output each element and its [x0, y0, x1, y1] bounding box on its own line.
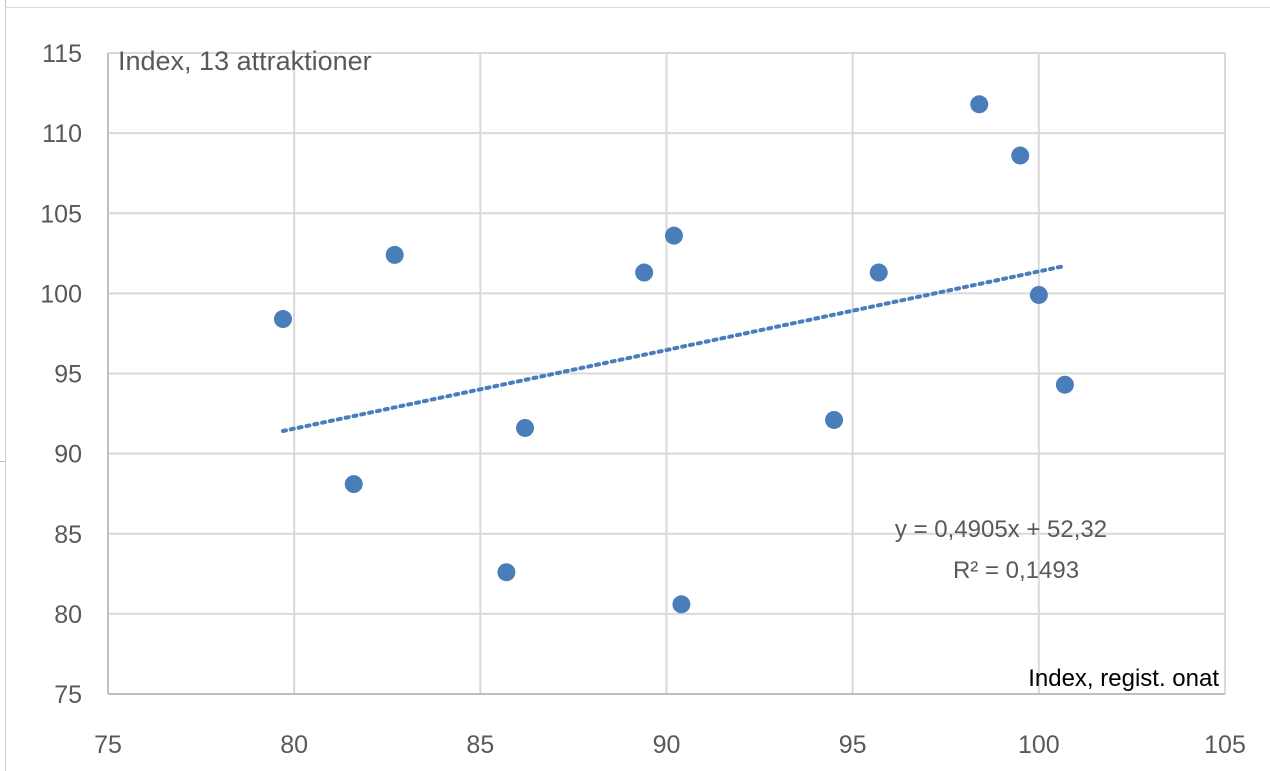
- x-axis-label: Index, regist. onat: [1028, 665, 1219, 692]
- data-point: [273, 310, 292, 329]
- trendline-equation: y = 0,4905x + 52,32: [895, 516, 1107, 543]
- y-tick-label: 110: [42, 120, 82, 148]
- axes: [107, 53, 1225, 695]
- y-tick-label: 105: [40, 200, 82, 228]
- x-tick-label: 95: [839, 731, 867, 759]
- data-point: [1011, 146, 1030, 165]
- chart-area[interactable]: 75 80 85 90 95 100 105 110 115 75 80 85 90 95 100 105 I…: [5, 8, 1270, 771]
- window-edge-bottom: [0, 461, 6, 462]
- data-point: [635, 263, 654, 282]
- x-tick-label: 75: [94, 731, 122, 759]
- data-point: [664, 226, 683, 245]
- y-tick-label: 75: [54, 681, 82, 709]
- y-tick-label: 80: [54, 601, 82, 629]
- data-points: [273, 95, 1074, 614]
- data-point: [1055, 375, 1074, 394]
- data-point: [516, 418, 535, 437]
- x-tick-label: 90: [653, 731, 681, 759]
- data-point: [825, 410, 844, 429]
- trendline: [280, 263, 1067, 433]
- window-edge-top: [5, 7, 1270, 8]
- data-point: [497, 563, 516, 582]
- data-point: [1029, 285, 1048, 304]
- tick-labels: 75 80 85 90 95 100 105 110 115 75 80 85 90 95 100 105: [40, 40, 1246, 759]
- y-tick-label: 95: [54, 361, 82, 389]
- chart-title: Index, 13 attraktioner: [118, 46, 372, 76]
- x-tick-label: 100: [1018, 731, 1060, 759]
- scatter-chart: 75 80 85 90 95 100 105 110 115 75 80 85 90 95 100 105 I…: [40, 40, 1246, 759]
- y-tick-label: 115: [42, 40, 82, 68]
- y-tick-label: 90: [54, 441, 82, 469]
- y-tick-label: 85: [54, 521, 82, 549]
- data-point: [970, 95, 989, 114]
- y-tick-label: 100: [40, 280, 82, 308]
- trendline-r-squared: R² = 0,1493: [953, 557, 1079, 584]
- x-tick-label: 80: [280, 731, 308, 759]
- data-point: [385, 245, 404, 264]
- gridlines: [108, 52, 1226, 694]
- x-tick-label: 85: [466, 731, 494, 759]
- data-point: [869, 263, 888, 282]
- data-point: [672, 595, 691, 614]
- data-point: [344, 475, 363, 494]
- x-tick-label: 105: [1204, 731, 1246, 759]
- trendline-path: [280, 263, 1067, 433]
